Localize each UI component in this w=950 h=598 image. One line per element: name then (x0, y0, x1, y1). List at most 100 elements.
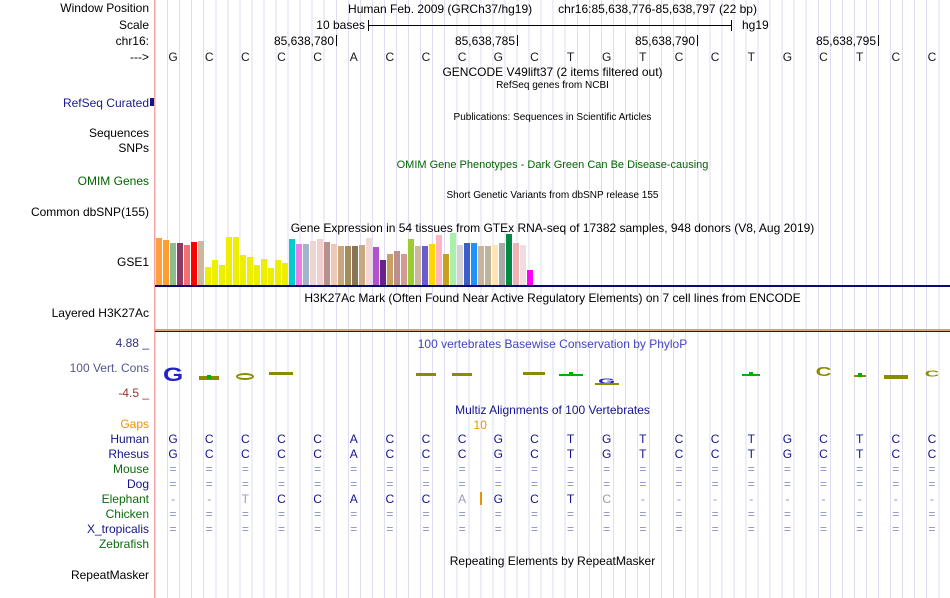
multiz-cell-chicken[interactable]: = (386, 507, 394, 521)
multiz-cell-chicken[interactable]: = (205, 507, 213, 521)
multiz-cell-chicken[interactable]: = (783, 507, 791, 521)
multiz-cell-x_tropicalis[interactable]: = (675, 522, 683, 536)
multiz-cell-rhesus[interactable]: A (349, 447, 358, 461)
multiz-cell-dog[interactable]: = (603, 477, 611, 491)
gtex-tissue-bar[interactable] (211, 260, 218, 285)
gtex-tissue-bar[interactable] (351, 246, 358, 285)
multiz-cell-chicken[interactable]: = (458, 507, 466, 521)
left-label-cons-min[interactable]: -4.5 _ (118, 386, 149, 400)
multiz-cell-rhesus[interactable]: C (674, 447, 684, 461)
gtex-tissue-bar[interactable] (442, 254, 449, 285)
left-label-snps[interactable]: SNPs (118, 141, 149, 155)
multiz-cell-chicken[interactable]: = (169, 507, 177, 521)
multiz-cell-human[interactable]: C (421, 432, 431, 446)
multiz-cell-mouse[interactable]: = (783, 462, 791, 476)
multiz-cell-mouse[interactable]: = (567, 462, 575, 476)
multiz-cell-elephant[interactable]: - (857, 492, 862, 506)
multiz-cell-mouse[interactable]: = (603, 462, 611, 476)
gtex-tissue-bar[interactable] (197, 241, 204, 285)
publications-title[interactable]: Publications: Sequences in Scientific Ar… (453, 112, 652, 123)
multiz-cell-dog[interactable]: = (277, 477, 285, 491)
multiz-cell-x_tropicalis[interactable]: = (277, 522, 285, 536)
gtex-tissue-bar[interactable] (218, 265, 225, 285)
gtex-tissue-bar[interactable] (162, 240, 169, 285)
h3k27ac-signal-line[interactable] (155, 329, 950, 331)
multiz-cell-chicken[interactable]: = (530, 507, 538, 521)
multiz-cell-chicken[interactable]: = (422, 507, 430, 521)
multiz-cell-x_tropicalis[interactable]: = (928, 522, 936, 536)
gtex-tissue-bar[interactable] (386, 254, 393, 285)
multiz-cell-rhesus[interactable]: C (819, 447, 828, 461)
left-label-chrom[interactable]: chr16: (115, 34, 149, 48)
h3k27ac-title[interactable]: H3K27Ac Mark (Often Found Near Active Re… (304, 291, 801, 305)
multiz-cell-human[interactable]: G (168, 432, 178, 446)
multiz-cell-mouse[interactable]: = (422, 462, 430, 476)
multiz-cell-elephant[interactable]: - (713, 492, 718, 506)
multiz-cell-dog[interactable]: = (928, 477, 936, 491)
left-label-zebrafish[interactable]: Zebrafish (98, 537, 149, 551)
multiz-cell-human[interactable]: C (277, 432, 286, 446)
left-label-refseq-curated[interactable]: RefSeq Curated (62, 96, 149, 110)
multiz-cell-chicken[interactable]: = (350, 507, 358, 521)
gtex-tissue-bar[interactable] (449, 233, 456, 285)
multiz-cell-rhesus[interactable]: C (530, 447, 539, 461)
multiz-cell-mouse[interactable]: = (386, 462, 394, 476)
gtex-tissue-bar[interactable] (372, 247, 379, 285)
gtex-tissue-bar[interactable] (463, 243, 470, 285)
multiz-cell-rhesus[interactable]: T (566, 447, 575, 461)
multiz-cell-elephant[interactable]: - (821, 492, 826, 506)
multiz-cell-rhesus[interactable]: C (710, 447, 720, 461)
multiz-cell-x_tropicalis[interactable]: = (458, 522, 466, 536)
gtex-tissue-bar[interactable] (358, 245, 365, 285)
left-label-rhesus[interactable]: Rhesus (108, 447, 149, 461)
refseq-title[interactable]: RefSeq genes from NCBI (496, 80, 609, 91)
multiz-cell-mouse[interactable]: = (711, 462, 719, 476)
multiz-cell-elephant[interactable]: C (530, 492, 539, 506)
multiz-cell-dog[interactable]: = (892, 477, 900, 491)
multiz-cell-chicken[interactable]: = (711, 507, 719, 521)
multiz-cell-elephant[interactable]: C (277, 492, 286, 506)
refseq-item-fragment[interactable] (150, 98, 154, 106)
multiz-cell-rhesus[interactable]: C (240, 447, 250, 461)
gtex-tissue-bar[interactable] (295, 244, 302, 285)
gtex-tissue-bar[interactable] (267, 268, 274, 285)
multiz-cell-elephant[interactable]: - (785, 492, 790, 506)
multiz-cell-rhesus[interactable]: G (168, 447, 178, 461)
gtex-tissue-bar[interactable] (323, 242, 330, 285)
gtex-tissue-bar[interactable] (526, 270, 533, 285)
multiz-cell-mouse[interactable]: = (205, 462, 213, 476)
gtex-tissue-bar[interactable] (274, 260, 281, 285)
multiz-cell-dog[interactable]: = (422, 477, 430, 491)
gtex-tissue-bar[interactable] (393, 251, 400, 285)
multiz-cell-mouse[interactable]: = (314, 462, 322, 476)
multiz-cell-mouse[interactable]: = (350, 462, 358, 476)
multiz-cell-mouse[interactable]: = (458, 462, 466, 476)
multiz-cell-mouse[interactable]: = (494, 462, 502, 476)
gtex-tissue-bar[interactable] (330, 244, 337, 285)
multiz-cell-human[interactable]: G (602, 432, 612, 446)
multiz-cell-rhesus[interactable]: G (782, 447, 793, 461)
left-label-mouse[interactable]: Mouse (112, 462, 149, 476)
multiz-cell-human[interactable]: T (639, 432, 647, 446)
multiz-cell-mouse[interactable]: = (639, 462, 647, 476)
multiz-cell-dog[interactable]: = (458, 477, 466, 491)
multiz-cell-x_tropicalis[interactable]: = (820, 522, 828, 536)
multiz-cell-mouse[interactable]: = (747, 462, 755, 476)
multiz-cell-mouse[interactable]: = (530, 462, 538, 476)
multiz-cell-elephant[interactable]: - (640, 492, 645, 506)
multiz-cell-chicken[interactable]: = (856, 507, 864, 521)
multiz-cell-human[interactable]: C (927, 432, 937, 446)
gtex-tissue-bar[interactable] (365, 238, 372, 285)
omim-title[interactable]: OMIM Gene Phenotypes - Dark Green Can Be… (396, 159, 709, 171)
multiz-cell-chicken[interactable]: = (314, 507, 322, 521)
gtex-tissue-bar[interactable] (176, 243, 183, 285)
multiz-cell-chicken[interactable]: = (567, 507, 575, 521)
multiz-cell-rhesus[interactable]: G (493, 447, 503, 461)
multiz-cell-chicken[interactable]: = (892, 507, 900, 521)
multiz-cell-elephant[interactable]: C (313, 492, 322, 506)
multiz-cell-x_tropicalis[interactable]: = (169, 522, 177, 536)
left-label-x-tropicalis[interactable]: X_tropicalis (86, 522, 149, 536)
multiz-cell-elephant[interactable]: A (349, 492, 358, 506)
multiz-cell-elephant[interactable]: T (566, 492, 575, 506)
left-label-chicken[interactable]: Chicken (105, 507, 149, 521)
